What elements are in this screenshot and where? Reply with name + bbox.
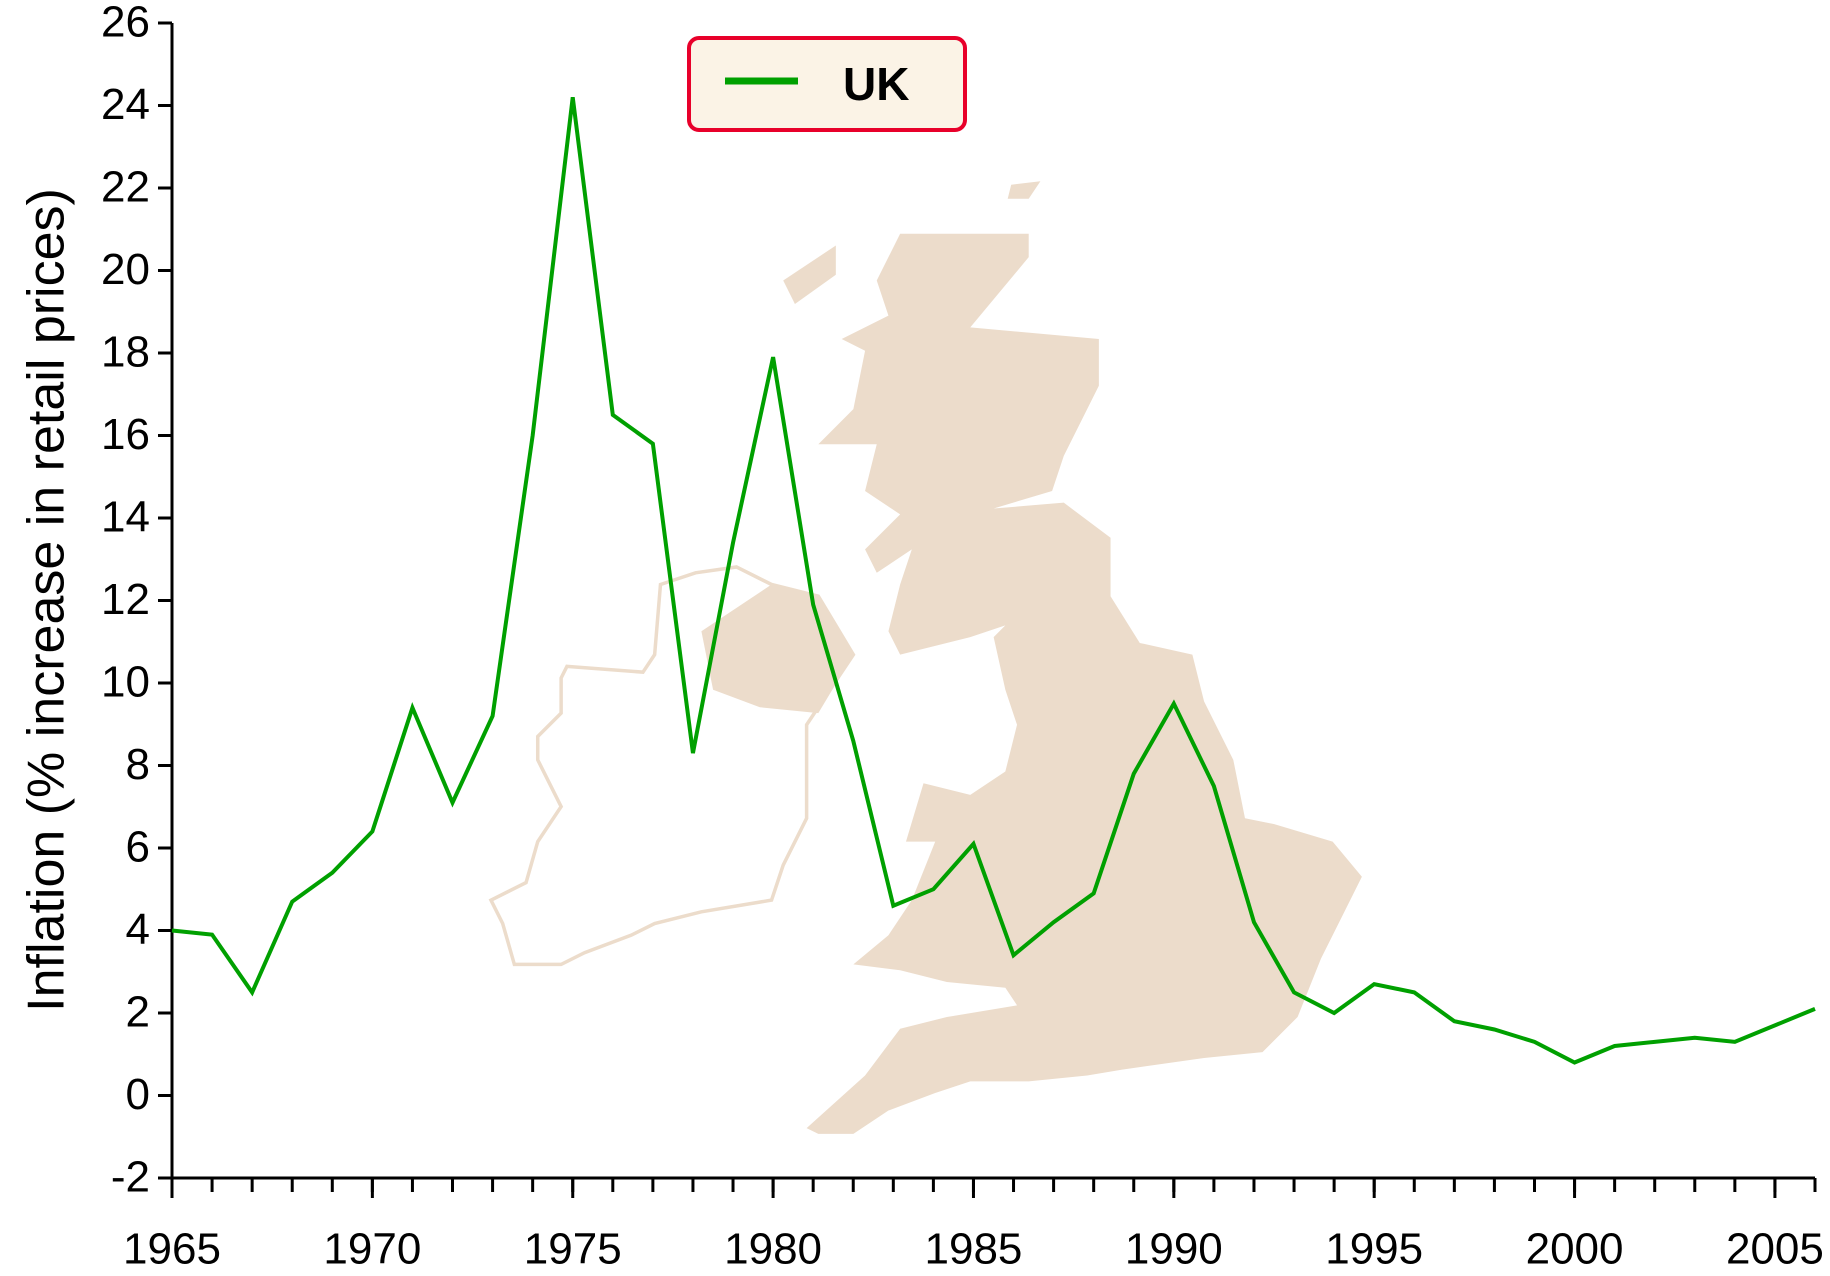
x-tick-label: 1990 [1125, 1225, 1223, 1274]
y-tick-label: 20 [101, 245, 150, 294]
y-tick-label: 2 [126, 988, 150, 1037]
y-tick-label: 24 [101, 80, 150, 129]
series-line [171, 96, 1816, 1065]
y-tick-label: 10 [101, 658, 150, 707]
x-tick-label: 2005 [1726, 1225, 1824, 1274]
x-tick-label: 1970 [323, 1225, 421, 1274]
x-tick-label: 1965 [123, 1225, 221, 1274]
y-tick-label: 6 [126, 823, 150, 872]
legend: UK [687, 36, 967, 132]
y-tick-label: 22 [101, 163, 150, 212]
x-tick-label: 1985 [925, 1225, 1023, 1274]
legend-box [687, 36, 967, 132]
y-tick-label: -2 [111, 1153, 150, 1202]
y-tick-label: 0 [126, 1070, 150, 1119]
legend-label: UK [843, 58, 909, 110]
y-tick-label: 26 [101, 0, 150, 47]
y-tick-label: 14 [101, 493, 150, 542]
y-tick-label: 4 [126, 905, 150, 954]
x-tick-label: 1995 [1325, 1225, 1423, 1274]
x-tick-label: 2000 [1526, 1225, 1624, 1274]
y-tick-label: 18 [101, 328, 150, 377]
x-tick-label: 1975 [524, 1225, 622, 1274]
x-tick-label: 1980 [724, 1225, 822, 1274]
y-tick-label: 16 [101, 410, 150, 459]
y-tick-label: 8 [126, 740, 150, 789]
y-tick-label: 12 [101, 575, 150, 624]
y-axis-label: Inflation (% increase in retail prices) [18, 188, 76, 1012]
uk-map [488, 181, 1362, 1134]
